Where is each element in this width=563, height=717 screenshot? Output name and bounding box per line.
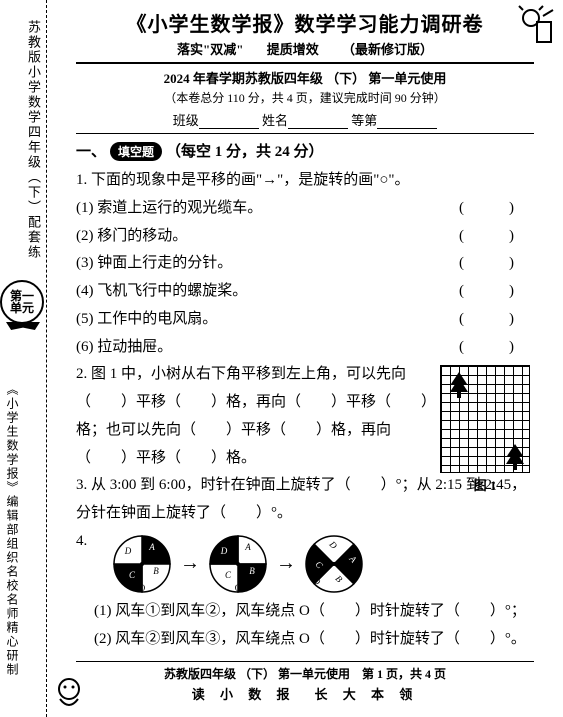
arrow-icon: → [180, 552, 200, 575]
subtitle-row: 落实"双减" 提质增效 （最新修订版） [76, 39, 534, 58]
q4-pinwheel-row: ABCDO→ABCDO→ABCDO [112, 534, 534, 594]
sidebar-top-text: 苏教版小学数学四年级（下）配套练 [24, 20, 43, 260]
student-fields: 班级 姓名 等第 [76, 110, 534, 129]
field-name-label: 姓名 [262, 113, 288, 128]
section-1-heading: 一、填空题（每空 1 分，共 24 分） [76, 140, 534, 161]
subtitle-right: （最新修订版） [342, 42, 433, 57]
divider [76, 133, 534, 134]
corner-doodle-icon [50, 673, 88, 711]
usage-line: 2024 年春学期苏教版四年级 （下） 第一单元使用 [76, 68, 534, 87]
q1-item-blank[interactable]: ( ) [459, 250, 534, 278]
field-class-label: 班级 [173, 113, 199, 128]
svg-text:C: C [225, 570, 232, 580]
q1-item: (1) 索道上运行的观光缆车。 ( ) [76, 195, 534, 223]
hint-line: （本卷总分 110 分，共 4 页，建议完成时间 90 分钟） [76, 89, 534, 106]
svg-text:B: B [249, 566, 255, 576]
svg-text:B: B [153, 566, 159, 576]
subtitle-mid: 提质增效 [267, 42, 319, 57]
field-class-blank[interactable] [199, 115, 259, 129]
q1-item-text: (3) 钟面上行走的分针。 [76, 250, 232, 278]
divider [76, 62, 534, 64]
tree-icon [449, 372, 469, 398]
q1-item-blank[interactable]: ( ) [459, 334, 534, 362]
pinwheel-figure: A B C D O [112, 534, 172, 594]
main-title: 《小学生数学报》数学学习能力调研卷 [76, 8, 534, 37]
q4-line-2: (2) 风车②到风车③，风车绕点 O（ ）时针旋转了（ ）°。 [94, 626, 534, 654]
vertical-dashed-divider [46, 0, 47, 717]
q1-item-blank[interactable]: ( ) [459, 278, 534, 306]
q1-item: (2) 移门的移动。 ( ) [76, 223, 534, 251]
q1-item: (5) 工作中的电风扇。 ( ) [76, 306, 534, 334]
svg-text:D: D [220, 546, 228, 556]
section-bubble: 填空题 [110, 142, 162, 161]
q1-item-text: (2) 移门的移动。 [76, 223, 187, 251]
field-name-blank[interactable] [288, 115, 348, 129]
field-no-blank[interactable] [377, 115, 437, 129]
figure-1: 图 1 [440, 365, 530, 494]
q1-list: (1) 索道上运行的观光缆车。( )(2) 移门的移动。( )(3) 钟面上行走… [76, 195, 534, 362]
field-no-label: 等第 [351, 113, 377, 128]
section-suffix: （每空 1 分，共 24 分） [166, 144, 324, 160]
q1-item-blank[interactable]: ( ) [459, 223, 534, 251]
q1-item-text: (6) 拉动抽屉。 [76, 334, 172, 362]
svg-text:A: A [148, 542, 155, 552]
q4-line-1: (1) 风车①到风车②，风车绕点 O（ ）时针旋转了（ ）°； [94, 598, 534, 626]
svg-text:O: O [235, 583, 242, 593]
pinwheel-figure: ABCDO [304, 534, 364, 594]
section-prefix: 一、 [76, 144, 106, 160]
figure-1-caption: 图 1 [440, 475, 530, 494]
q1-item: (4) 飞机飞行中的螺旋桨。 ( ) [76, 278, 534, 306]
pinwheel-figure: A B C D O [208, 534, 268, 594]
subtitle-left: 落实"双减" [177, 42, 243, 57]
q1-item-text: (1) 索道上运行的观光缆车。 [76, 195, 262, 223]
q1-item-blank[interactable]: ( ) [459, 306, 534, 334]
q4-label: 4. [76, 528, 94, 556]
q2-wrap: 2. 图 1 中，小树从右下角平移到左上角，可以先向（ ）平移（ ）格，再向（ … [76, 361, 534, 472]
sidebar-bottom-text: 《小学生数学报》编辑部组织名校名师精心研制 [4, 380, 21, 680]
badge-line2: 单元 [10, 302, 34, 314]
q1-stem: 1. 下面的现象中是平移的画"→"，是旋转的画"○"。 [76, 167, 534, 195]
footer-line-2: 读 小 数 报 长 大 本 领 [76, 684, 534, 703]
footer-divider [76, 661, 534, 662]
tree-icon [505, 444, 525, 470]
page-body: 《小学生数学报》数学学习能力调研卷 落实"双减" 提质增效 （最新修订版） 20… [48, 0, 558, 717]
q1-item-blank[interactable]: ( ) [459, 195, 534, 223]
svg-text:D: D [124, 546, 132, 556]
footer-line-1: 苏教版四年级 （下） 第一单元使用 第 1 页，共 4 页 [76, 665, 534, 682]
q1-item: (3) 钟面上行走的分针。 ( ) [76, 250, 534, 278]
q1-item-text: (5) 工作中的电风扇。 [76, 306, 217, 334]
svg-text:A: A [244, 542, 251, 552]
q1-item: (6) 拉动抽屉。 ( ) [76, 334, 534, 362]
svg-text:C: C [129, 570, 136, 580]
unit-badge: 第一 单元 [0, 280, 46, 350]
svg-text:O: O [139, 583, 146, 593]
q1-item-text: (4) 飞机飞行中的螺旋桨。 [76, 278, 247, 306]
